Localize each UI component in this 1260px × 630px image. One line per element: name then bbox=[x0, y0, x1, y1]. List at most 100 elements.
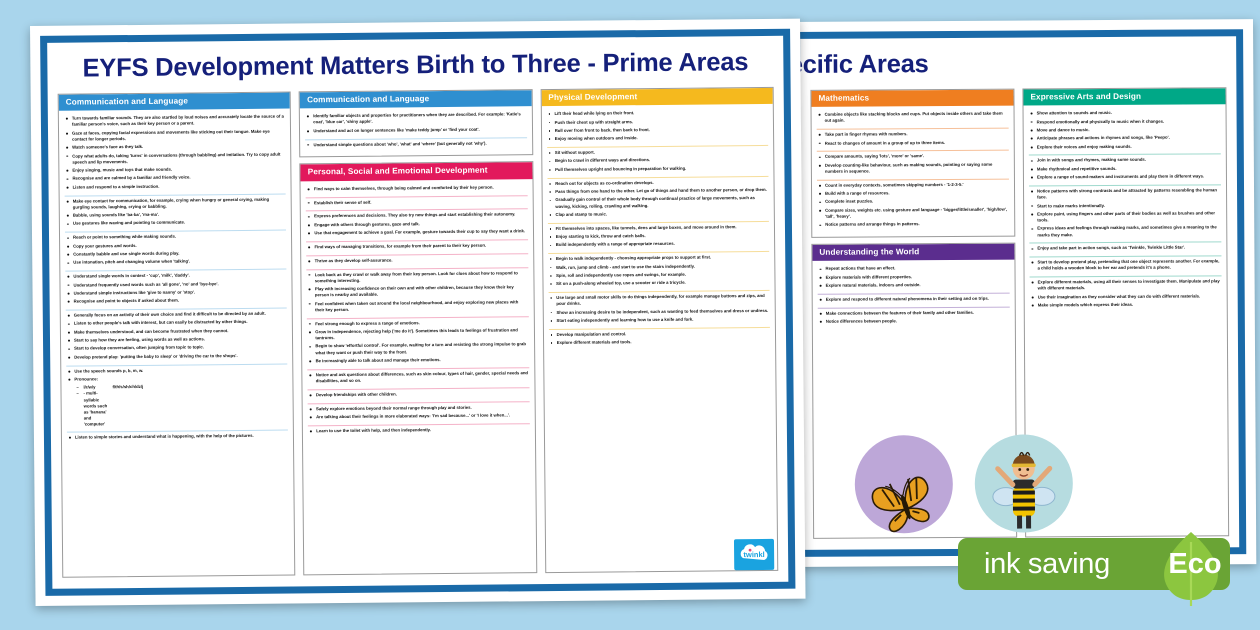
bullet-list: Find ways to calm themselves, through be… bbox=[306, 184, 527, 192]
panel-body-mathematics: Combine objects like stacking blocks and… bbox=[812, 106, 1015, 237]
bullet-list: Identify familiar objects and properties… bbox=[305, 111, 527, 134]
bullet-item: Feel confident when taken out around the… bbox=[307, 299, 528, 313]
bullet-item: Listen and respond to a simple instructi… bbox=[65, 182, 286, 190]
bullet-group: Fit themselves into spaces, like tunnels… bbox=[547, 221, 770, 255]
bullet-item: Reach out for objects as co-ordination d… bbox=[547, 179, 768, 187]
bullet-item: Play with increasing confidence on their… bbox=[307, 284, 528, 298]
sub-bullet-key: - multi-syllabic words such as 'banana' … bbox=[83, 390, 108, 427]
bullet-item: Start to say how they are feeling, using… bbox=[66, 336, 287, 344]
bullet-item: Use intonation, pitch and changing volum… bbox=[65, 258, 286, 266]
bullet-list: Notice and ask questions about differenc… bbox=[308, 370, 529, 384]
bullet-group: Generally focus on an activity of their … bbox=[65, 308, 288, 367]
bullet-item: Enjoy singing, music and toys that make … bbox=[64, 166, 285, 174]
butterfly-illustration bbox=[854, 434, 954, 534]
bullet-group: Understand simple questions about 'who',… bbox=[305, 138, 526, 153]
bullet-item: Turn towards familiar sounds. They are a… bbox=[64, 114, 285, 128]
bullet-list: Take part in finger rhymes with numbers.… bbox=[817, 131, 1009, 147]
panel-physical-development: Physical Development Lift their head whil… bbox=[540, 86, 779, 574]
bullet-group: Take part in finger rhymes with numbers.… bbox=[816, 128, 1009, 153]
bullet-item: Pass things from one hand to the other. … bbox=[547, 187, 768, 195]
poster-specific-areas[interactable]: rth to Three - Specific Areas Mathematic… bbox=[595, 19, 1257, 567]
bullet-group: Make connections between the features of… bbox=[818, 307, 1010, 329]
bullet-item: Join in with songs and rhymes, making so… bbox=[1029, 157, 1221, 164]
poster-front-title: EYFS Development Matters Birth to Three … bbox=[82, 48, 749, 83]
bullet-item: Roll over from front to back, then back … bbox=[547, 126, 768, 134]
bullet-item: Begin to show 'effortful control'. For e… bbox=[307, 342, 528, 356]
sub-bullet-item: - multi-syllabic words such as 'banana' … bbox=[77, 389, 289, 428]
bullet-item: Respond emotionally and physically to mu… bbox=[1029, 118, 1221, 125]
bullet-group: Identify familiar objects and properties… bbox=[305, 109, 527, 140]
bullet-item: Generally focus on an activity of their … bbox=[66, 311, 287, 319]
bullet-list: Reach or point to something while making… bbox=[65, 233, 287, 266]
bullet-list: Enjoy and take part in action songs, suc… bbox=[1029, 245, 1221, 252]
bullet-list: Feel strong enough to express a range of… bbox=[307, 319, 529, 365]
bullet-group: Listen to simple stories and understand … bbox=[67, 430, 288, 445]
bullet-item: Repeat actions that have an effect. bbox=[817, 265, 1009, 272]
bullet-list: Lift their head while lying on their fro… bbox=[546, 109, 768, 142]
bullet-item: Use gestures like waving and pointing to… bbox=[65, 219, 286, 227]
svg-text:twinkl: twinkl bbox=[743, 549, 764, 558]
bullet-item: Explore materials with different propert… bbox=[818, 273, 1010, 280]
bullet-item: Explore a range of sound-makers and inst… bbox=[1029, 173, 1221, 180]
bullet-item: Listen to simple stories and understand … bbox=[67, 432, 288, 440]
bullet-item: Watch someone's face as they talk. bbox=[64, 143, 285, 151]
bullet-item: Explore paint, using fingers and other p… bbox=[1029, 210, 1221, 223]
bullet-list: Explore and respond to different natural… bbox=[818, 296, 1010, 303]
bullet-item: Fit themselves into spaces, like tunnels… bbox=[548, 224, 769, 232]
bullet-group: Notice patterns with strong contrasts an… bbox=[1029, 185, 1222, 244]
bullet-item: Engage with others through gestures, gaz… bbox=[306, 220, 527, 228]
bullet-item: Grow in independence, rejecting help ('m… bbox=[307, 327, 528, 341]
bullet-group: Reach out for objects as co-ordination d… bbox=[547, 176, 769, 224]
communication-psed-column-2: Communication and Language Identify famil… bbox=[298, 89, 537, 576]
bullet-item: Use large and small motor skills to do t… bbox=[548, 293, 769, 307]
bullet-item: Understand simple instructions like 'giv… bbox=[66, 288, 287, 296]
bullet-item: Sit on a push-along wheeled toy, use a s… bbox=[548, 279, 769, 287]
bullet-group: Explore and respond to different natural… bbox=[817, 293, 1010, 309]
panel-body-personal-social-and-emotional-development: Find ways to calm themselves, through be… bbox=[301, 179, 536, 575]
bullet-item: Begin to crawl in different ways and dir… bbox=[547, 156, 768, 164]
bullet-item: Copy your gestures and words. bbox=[65, 241, 286, 249]
bullet-item: Pull themselves upright and bouncing in … bbox=[547, 165, 768, 173]
poster-front-columns: Communication and Language Turn towards f… bbox=[48, 86, 789, 588]
bullet-group: Lift their head while lying on their fro… bbox=[546, 107, 769, 149]
bullet-group: Turn towards familiar sounds. They are a… bbox=[63, 111, 286, 197]
bullet-item: Notice patterns and arrange things in pa… bbox=[817, 221, 1009, 228]
bullet-list: Show attention to sounds and music. Respo… bbox=[1029, 110, 1221, 151]
bullet-list: Combine objects like stacking blocks and… bbox=[817, 111, 1009, 124]
bullet-group: Make eye contact for communication, for … bbox=[64, 194, 287, 233]
bullet-item: Explore and respond to different natural… bbox=[818, 296, 1010, 303]
bullet-item: Notice differences between people. bbox=[818, 318, 1010, 325]
bullet-list: Start to develop pretend play, pretendin… bbox=[1029, 259, 1221, 272]
twinkl-logo[interactable]: twinkl bbox=[733, 538, 775, 571]
panel-body-physical-development: Lift their head while lying on their fro… bbox=[541, 104, 777, 572]
bullet-item: Enjoy moving when outdoors and inside. bbox=[547, 134, 768, 142]
bullet-item: Understand frequently used words such as… bbox=[65, 280, 286, 288]
bullet-list: Reach out for objects as co-ordination d… bbox=[547, 179, 769, 218]
bullet-list: Repeat actions that have an effect. Explo… bbox=[817, 265, 1009, 289]
ink-saving-eco-badge: ink saving Eco bbox=[958, 530, 1258, 606]
bullet-item: Start to develop conversation, often jum… bbox=[66, 344, 287, 352]
bullet-item: Explore different materials and tools. bbox=[549, 338, 770, 346]
bullet-item: Spin, roll and independently use ropes a… bbox=[548, 271, 769, 279]
bullet-item: Combine objects like stacking blocks and… bbox=[817, 111, 1009, 124]
bullet-item: Recognise and point to objects if asked … bbox=[66, 297, 287, 305]
panel-mathematics: Mathematics Combine objects like stacking… bbox=[810, 88, 1016, 238]
bullet-item: Use their imagination as they consider w… bbox=[1030, 293, 1222, 300]
bullet-list: Look back as they crawl or walk away fro… bbox=[307, 270, 529, 313]
bullet-group: Learn to use the toilet with help, and t… bbox=[308, 424, 529, 439]
bullet-group: Feel strong enough to express a range of… bbox=[307, 316, 529, 371]
bullet-item: Make rhythmical and repetitive sounds. bbox=[1029, 165, 1221, 172]
bullet-group: Develop manipulation and control. Explore… bbox=[549, 328, 771, 351]
poster-prime-areas[interactable]: EYFS Development Matters Birth to Three … bbox=[30, 18, 806, 606]
bullet-item: Make eye contact for communication, for … bbox=[65, 196, 286, 210]
bullet-item: Compare amounts, saying 'lots', 'more' o… bbox=[817, 153, 1009, 160]
bullet-item: Use that engagement to achieve a goal. F… bbox=[306, 228, 527, 236]
bullet-item: Feel strong enough to express a range of… bbox=[307, 319, 528, 327]
bullet-list: Establish their sense of self. bbox=[306, 198, 527, 206]
bullet-item: Enjoy starting to kick, throw and catch … bbox=[548, 232, 769, 240]
bullet-item: Clap and stamp to music. bbox=[547, 210, 768, 218]
bullet-item: Express ideas and feelings through makin… bbox=[1029, 225, 1221, 238]
bullet-item: Copy what adults do, taking 'turns' in c… bbox=[64, 151, 285, 165]
bullet-item: Make simple models which express their i… bbox=[1030, 301, 1222, 308]
bullet-list: Make eye contact for communication, for … bbox=[65, 196, 287, 227]
